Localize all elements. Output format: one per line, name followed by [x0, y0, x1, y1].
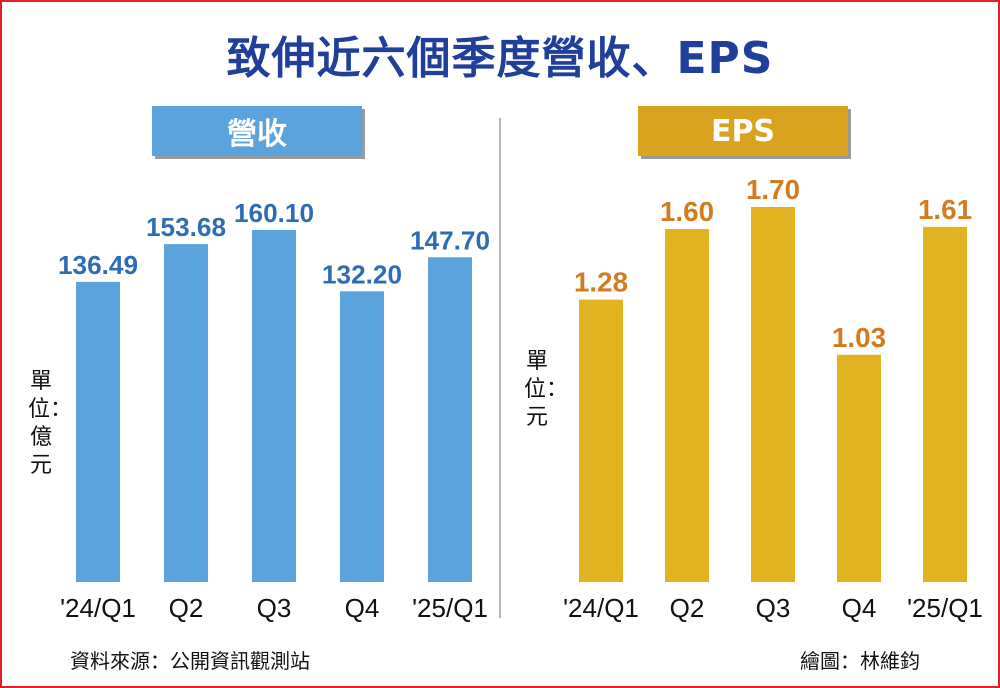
eps-bar-3	[837, 354, 881, 582]
eps-panel-label: EPS	[638, 106, 848, 156]
credit-note: 繪圖：林維鈞	[800, 649, 920, 673]
revenue-category-label-1: Q2	[169, 593, 204, 623]
revenue-value-label-2: 160.10	[234, 198, 314, 228]
eps-category-label-2: Q3	[756, 593, 791, 623]
revenue-bar-4	[428, 257, 472, 582]
panel-divider	[499, 118, 501, 618]
eps-bar-0	[579, 299, 623, 582]
revenue-bar-3	[340, 291, 384, 582]
eps-category-label-0: '24/Q1	[563, 593, 639, 623]
source-note: 資料來源：公開資訊觀測站	[70, 649, 310, 673]
revenue-value-label-4: 147.70	[410, 225, 490, 255]
eps-category-label-4: '25/Q1	[907, 593, 983, 623]
eps-bar-1	[665, 229, 709, 582]
eps-value-label-1: 1.60	[660, 196, 714, 227]
revenue-value-label-1: 153.68	[146, 212, 226, 242]
revenue-bar-2	[252, 230, 296, 582]
revenue-category-label-4: '25/Q1	[412, 593, 488, 623]
eps-value-label-2: 1.70	[746, 174, 800, 205]
revenue-category-label-2: Q3	[257, 593, 292, 623]
revenue-category-label-0: '24/Q1	[60, 593, 136, 623]
chart-title: 致伸近六個季度營收、EPS	[226, 33, 774, 84]
eps-bar-4	[923, 226, 967, 582]
eps-category-label-3: Q4	[842, 593, 877, 623]
eps-value-label-3: 1.03	[832, 322, 886, 353]
revenue-panel-label: 營收	[152, 106, 362, 156]
eps-bar-2	[751, 207, 795, 582]
revenue-category-label-3: Q4	[345, 593, 380, 623]
revenue-bar-0	[76, 281, 120, 582]
revenue-value-label-0: 136.49	[58, 250, 138, 280]
eps-value-label-4: 1.61	[918, 194, 972, 225]
eps-value-label-0: 1.28	[574, 267, 628, 298]
revenue-bar-1	[164, 244, 208, 582]
revenue-unit-label: 單位：億元	[28, 369, 73, 478]
revenue-value-label-3: 132.20	[322, 259, 402, 289]
eps-category-label-1: Q2	[670, 593, 705, 623]
